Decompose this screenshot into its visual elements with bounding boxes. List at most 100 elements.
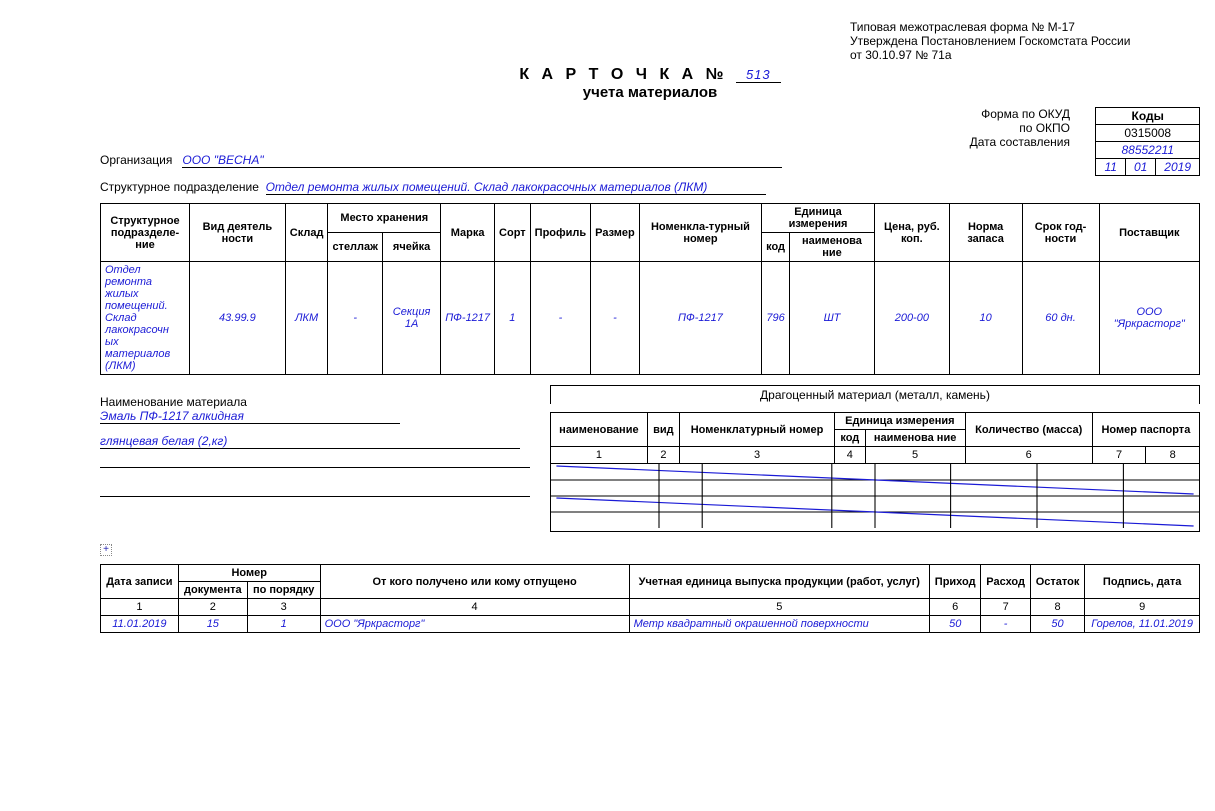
pn7: 7 <box>1092 447 1146 464</box>
ec6: 50 <box>929 616 981 633</box>
entries-table: Дата записи Номер От кого получено или к… <box>100 564 1200 633</box>
form-meta-line3: от 30.10.97 № 71а <box>850 48 1200 62</box>
mh4a: стеллаж <box>328 233 383 262</box>
pn2: 2 <box>647 447 679 464</box>
ec4: ООО "Яркрасторг" <box>320 616 629 633</box>
pn3: 3 <box>680 447 835 464</box>
mc10a: 796 <box>762 262 790 375</box>
form-meta-line1: Типовая межотраслевая форма № М-17 <box>850 20 1200 34</box>
mc8: - <box>591 262 640 375</box>
mh5: Марка <box>441 204 495 262</box>
main-table: Структурное подразделе-ние Вид деятель н… <box>100 203 1200 375</box>
okpo-value: 88552211 <box>1096 142 1200 159</box>
en8: 8 <box>1030 599 1084 616</box>
date-label: Дата составления <box>100 135 1070 149</box>
document-title: К А Р Т О Ч К А № 513 <box>100 66 1200 84</box>
mc5: ПФ-1217 <box>441 262 495 375</box>
eh6: Расход <box>981 565 1030 599</box>
mh10: Единица измерения <box>762 204 875 233</box>
pn5: 5 <box>865 447 965 464</box>
ec7: - <box>981 616 1030 633</box>
en4: 4 <box>320 599 629 616</box>
mh13: Срок год-ности <box>1022 204 1099 262</box>
mh10b: наименова ние <box>790 233 875 262</box>
mh9: Номенкла-турный номер <box>639 204 761 262</box>
mh2: Вид деятель ности <box>190 204 286 262</box>
form-meta: Типовая межотраслевая форма № М-17 Утвер… <box>850 20 1200 62</box>
ec5: Метр квадратный окрашенной поверхности <box>629 616 929 633</box>
pn1: 1 <box>551 447 648 464</box>
department-row: Структурное подразделение Отдел ремонта … <box>100 180 1200 195</box>
eh2a: документа <box>178 582 247 599</box>
en9: 9 <box>1085 599 1200 616</box>
ph4: Единица измерения <box>835 413 966 430</box>
mh10a: код <box>762 233 790 262</box>
mh7: Профиль <box>530 204 590 262</box>
dept-value: Отдел ремонта жилых помещений. Склад лак… <box>266 180 766 195</box>
ec1: 11.01.2019 <box>101 616 179 633</box>
mc10b: ШТ <box>790 262 875 375</box>
document-subtitle: учета материалов <box>100 84 1200 101</box>
en5: 5 <box>629 599 929 616</box>
mc11: 200-00 <box>874 262 949 375</box>
precious-title: Драгоценный материал (металл, камень) <box>550 385 1200 404</box>
mc4b: Секция 1А <box>382 262 440 375</box>
mh3: Склад <box>285 204 328 262</box>
material-line1: Эмаль ПФ-1217 алкидная <box>100 409 400 424</box>
mc9: ПФ-1217 <box>639 262 761 375</box>
mc7: - <box>530 262 590 375</box>
pn6: 6 <box>965 447 1092 464</box>
blank-line-1 <box>100 449 530 468</box>
material-label: Наименование материала <box>100 395 247 409</box>
mc3: ЛКМ <box>285 262 328 375</box>
material-name-block: Наименование материала Эмаль ПФ-1217 алк… <box>100 385 530 532</box>
ec8: 50 <box>1030 616 1084 633</box>
mh14: Поставщик <box>1099 204 1199 262</box>
okud-label: Форма по ОКУД <box>100 107 1070 121</box>
mc12: 10 <box>949 262 1022 375</box>
ph1: наименование <box>551 413 648 447</box>
ph4a: код <box>835 430 866 447</box>
date-month: 01 <box>1125 159 1155 176</box>
ph6: Номер паспорта <box>1092 413 1199 447</box>
eh2: Номер <box>178 565 320 582</box>
org-value: ООО "ВЕСНА" <box>182 153 782 168</box>
ec2: 15 <box>178 616 247 633</box>
organization-row: Организация ООО "ВЕСНА" <box>100 153 1200 168</box>
title-main: К А Р Т О Ч К А № <box>519 66 727 83</box>
mc1: Отдел ремонта жилых помещений. Склад лак… <box>101 262 190 375</box>
mc14: ООО "Яркрасторг" <box>1099 262 1199 375</box>
okpo-label: по ОКПО <box>100 121 1070 135</box>
ph5: Количество (масса) <box>965 413 1092 447</box>
precious-table: наименование вид Номенклатурный номер Ед… <box>550 412 1200 532</box>
ph3: Номенклатурный номер <box>680 413 835 447</box>
mh12: Норма запаса <box>949 204 1022 262</box>
mh4: Место хранения <box>328 204 441 233</box>
okud-value: 0315008 <box>1096 125 1200 142</box>
crossout-svg <box>551 464 1199 528</box>
date-day: 11 <box>1096 159 1125 176</box>
form-meta-line2: Утверждена Постановлением Госкомстата Ро… <box>850 34 1200 48</box>
mc4a: - <box>328 262 383 375</box>
pn4: 4 <box>835 447 866 464</box>
eh1: Дата записи <box>101 565 179 599</box>
ec9: Горелов, 11.01.2019 <box>1085 616 1200 633</box>
ec3: 1 <box>247 616 320 633</box>
mh1: Структурное подразделе-ние <box>101 204 190 262</box>
dept-label: Структурное подразделение <box>100 180 259 194</box>
mh8: Размер <box>591 204 640 262</box>
codes-box: Коды 0315008 88552211 11 01 2019 <box>1095 107 1200 176</box>
mc13: 60 дн. <box>1022 262 1099 375</box>
title-number: 513 <box>736 67 781 83</box>
eh5: Приход <box>929 565 981 599</box>
mh11: Цена, руб. коп. <box>874 204 949 262</box>
date-year: 2019 <box>1156 159 1200 176</box>
anchor-icon: + <box>100 544 112 556</box>
mc6: 1 <box>495 262 531 375</box>
en1: 1 <box>101 599 179 616</box>
eh3: От кого получено или кому отпущено <box>320 565 629 599</box>
ph4b: наименова ние <box>865 430 965 447</box>
org-label: Организация <box>100 153 172 167</box>
eh7: Остаток <box>1030 565 1084 599</box>
mh6: Сорт <box>495 204 531 262</box>
